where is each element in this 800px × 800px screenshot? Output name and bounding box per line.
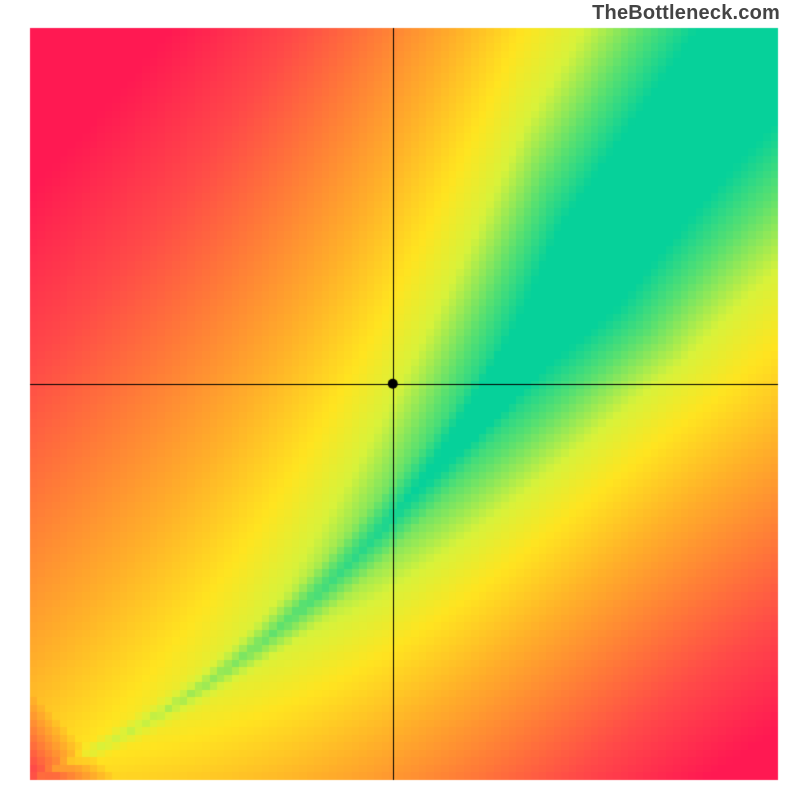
bottleneck-heatmap [0,0,800,800]
watermark-text: TheBottleneck.com [592,2,780,25]
